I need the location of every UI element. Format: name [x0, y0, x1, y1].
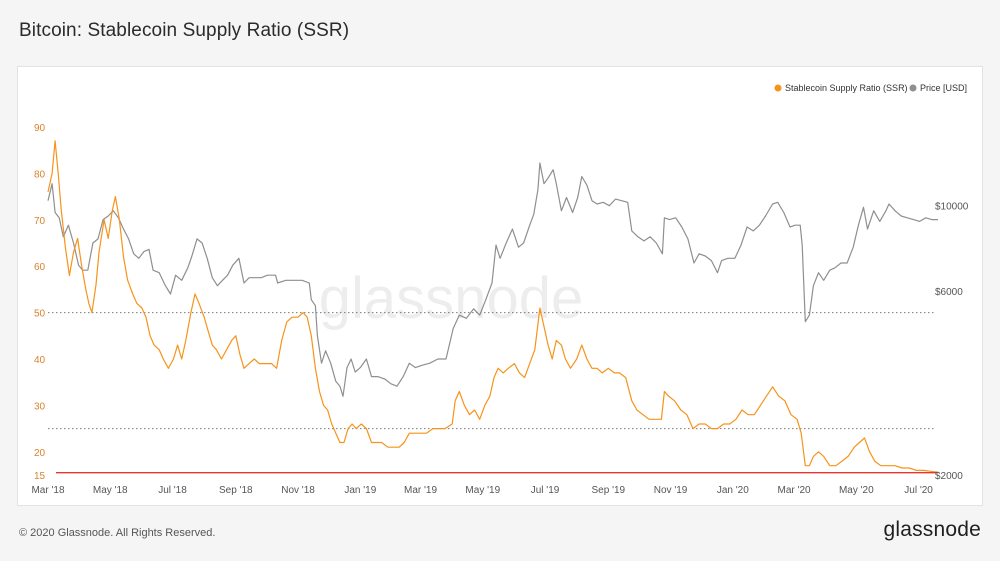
- right-axis: $10000 $6000 $2000: [935, 202, 969, 482]
- left-axis-tick-label: 90: [34, 123, 46, 134]
- glassnode-logo: glassnode: [883, 518, 981, 541]
- page-title: Bitcoin: Stablecoin Supply Ratio (SSR): [19, 20, 350, 41]
- left-axis-tick-label: 80: [34, 169, 46, 180]
- chart-canvas: glassnode 90 80 70 60 50 40 30 20 15 $10000 $6000…: [31, 83, 969, 496]
- left-axis: 90 80 70 60 50 40 30 20 15: [34, 123, 46, 482]
- x-axis-tick-label: Jan '20: [717, 485, 749, 496]
- left-axis-tick-label: 60: [34, 262, 46, 273]
- left-axis-tick-label: 40: [34, 355, 46, 366]
- x-axis-tick-label: Jul '18: [158, 485, 187, 496]
- x-axis-tick-label: May '19: [465, 485, 500, 496]
- x-axis-tick-label: Sep '18: [219, 485, 253, 496]
- x-axis-tick-label: Nov '18: [281, 485, 315, 496]
- left-axis-tick-label: 30: [34, 401, 46, 412]
- right-axis-tick-label: $6000: [935, 287, 963, 298]
- right-axis-tick-label: $2000: [935, 471, 963, 482]
- price-series-line: [47, 162, 938, 397]
- left-axis-tick-label: 50: [34, 309, 46, 320]
- x-axis-tick-label: May '18: [93, 485, 128, 496]
- left-axis-tick-label: 20: [34, 448, 46, 459]
- ssr-series-line: [47, 140, 939, 473]
- x-axis: Mar '18 May '18 Jul '18 Sep '18 Nov '18 Jan '…: [31, 485, 933, 496]
- x-axis-tick-label: May '20: [839, 485, 874, 496]
- watermark: glassnode: [319, 266, 583, 331]
- legend-ssr-label: Stablecoin Supply Ratio (SSR): [785, 83, 908, 93]
- x-axis-tick-label: Nov '19: [654, 485, 688, 496]
- legend-price-marker: [909, 84, 917, 92]
- left-axis-tick-label: 15: [34, 471, 46, 482]
- x-axis-tick-label: Jan '19: [344, 485, 376, 496]
- x-axis-tick-label: Sep '19: [592, 485, 626, 496]
- x-axis-tick-label: Jul '20: [904, 485, 933, 496]
- legend-price-label: Price [USD]: [920, 83, 967, 93]
- x-axis-tick-label: Mar '19: [404, 485, 437, 496]
- copyright-text: © 2020 Glassnode. All Rights Reserved.: [19, 527, 216, 539]
- legend-ssr-marker: [774, 84, 782, 92]
- left-axis-tick-label: 70: [34, 216, 46, 227]
- legend[interactable]: Stablecoin Supply Ratio (SSR) Price [USD]: [774, 83, 968, 93]
- right-axis-tick-label: $10000: [935, 202, 969, 213]
- series-layer: [47, 140, 939, 473]
- x-axis-tick-label: Mar '18: [31, 485, 64, 496]
- x-axis-tick-label: Jul '19: [531, 485, 560, 496]
- chart-card: glassnode 90 80 70 60 50 40 30 20 15 $10000 $6000…: [17, 66, 983, 506]
- x-axis-tick-label: Mar '20: [778, 485, 811, 496]
